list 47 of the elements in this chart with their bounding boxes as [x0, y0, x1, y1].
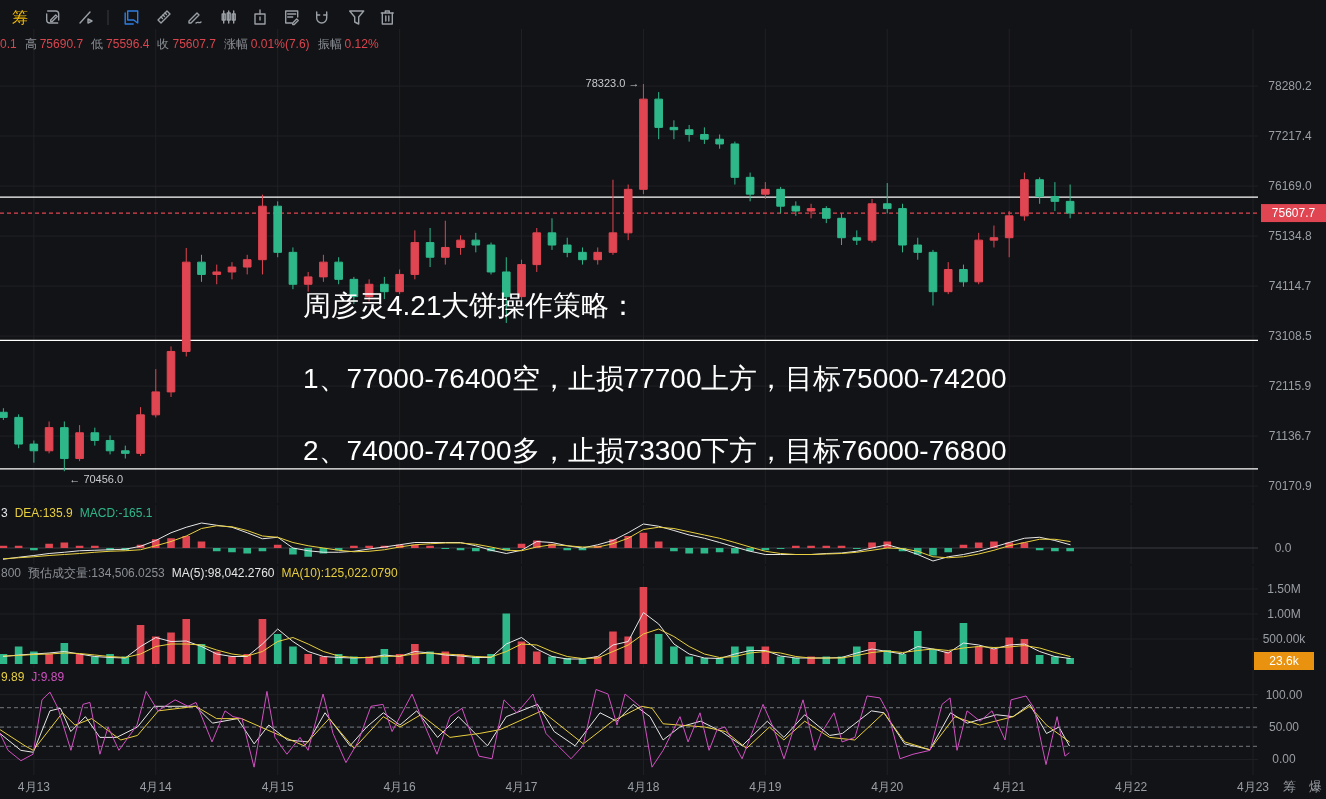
x-tick-label: 4月18: [627, 780, 660, 794]
annotation: 2、74000-74700多，止损73300下方，目标76000-76800: [303, 435, 1007, 466]
x-tick-label: 4月14: [139, 780, 173, 794]
text: DEA:135.9: [14, 506, 74, 520]
text: 筹: [1282, 779, 1296, 794]
text: 0.0: [1274, 541, 1292, 555]
y-tick-label: 77217.4: [1268, 129, 1313, 144]
y-tick-label: 74114.7: [1268, 279, 1312, 294]
y-tick-label: 1.50M: [1267, 582, 1301, 596]
y-tick-label: 78280.2: [1268, 79, 1313, 94]
annotation: 1、77000-76400空，止损77700上方，目标75000-74200: [303, 362, 1007, 394]
text: MA(10):125,022.0790: [281, 566, 398, 580]
text: 23.6k: [1269, 654, 1300, 668]
annotation: 预估成交量:134,506.0253: [28, 566, 166, 580]
text: 爆: [1308, 779, 1322, 794]
x-tick-label: 4月15: [261, 780, 295, 794]
x-tick-label: 4月16: [383, 780, 416, 794]
x-tick-label: 4月23: [1236, 780, 1270, 794]
x-tick-label: 4月13: [17, 780, 51, 794]
x-tick-label: 4月20: [871, 780, 904, 794]
text: MA(5):98,042.2760: [171, 566, 275, 580]
y-tick-label: 71136.7: [1268, 429, 1312, 444]
text: 筹: [12, 9, 28, 26]
x-tick-label: 4月17: [505, 780, 538, 794]
x-tick-label: 4月22: [1115, 780, 1148, 794]
y-tick-label: 70170.9: [1268, 479, 1313, 494]
x-tick-label: 4月19: [749, 780, 782, 794]
y-tick-label: 75134.8: [1268, 229, 1313, 244]
text: 9.89: [1, 670, 25, 684]
y-tick-label: 500.00k: [1262, 632, 1307, 646]
annotation: 800: [1, 566, 22, 580]
series-label: MACD:-165.1: [79, 506, 153, 520]
annotation: 周彦灵4.21大饼操作策略：: [303, 290, 638, 321]
ref-line-label: 75607.7: [1271, 206, 1316, 221]
y-tick-label: 0.00: [1272, 752, 1296, 767]
text: 3: [1, 506, 8, 520]
text: 0.1 高 75690.7 低 75596.4 收 75607.7 涨幅 0.01%(7.6) 振幅 0.12%: [0, 37, 379, 51]
y-tick-label: 1.00M: [1267, 607, 1301, 621]
y-tick-label: 73108.5: [1268, 329, 1313, 344]
y-tick-label: 50.00: [1268, 720, 1300, 735]
annotation: 78323.0 →: [585, 77, 640, 90]
x-tick-label: 4月21: [993, 780, 1026, 794]
y-tick-label: 76169.0: [1268, 179, 1313, 194]
y-tick-label: 72115.9: [1268, 379, 1312, 394]
y-tick-label: 100.00: [1265, 687, 1303, 702]
series-label: J:9.89: [31, 670, 65, 684]
annotation: ← 70456.0: [69, 473, 124, 486]
